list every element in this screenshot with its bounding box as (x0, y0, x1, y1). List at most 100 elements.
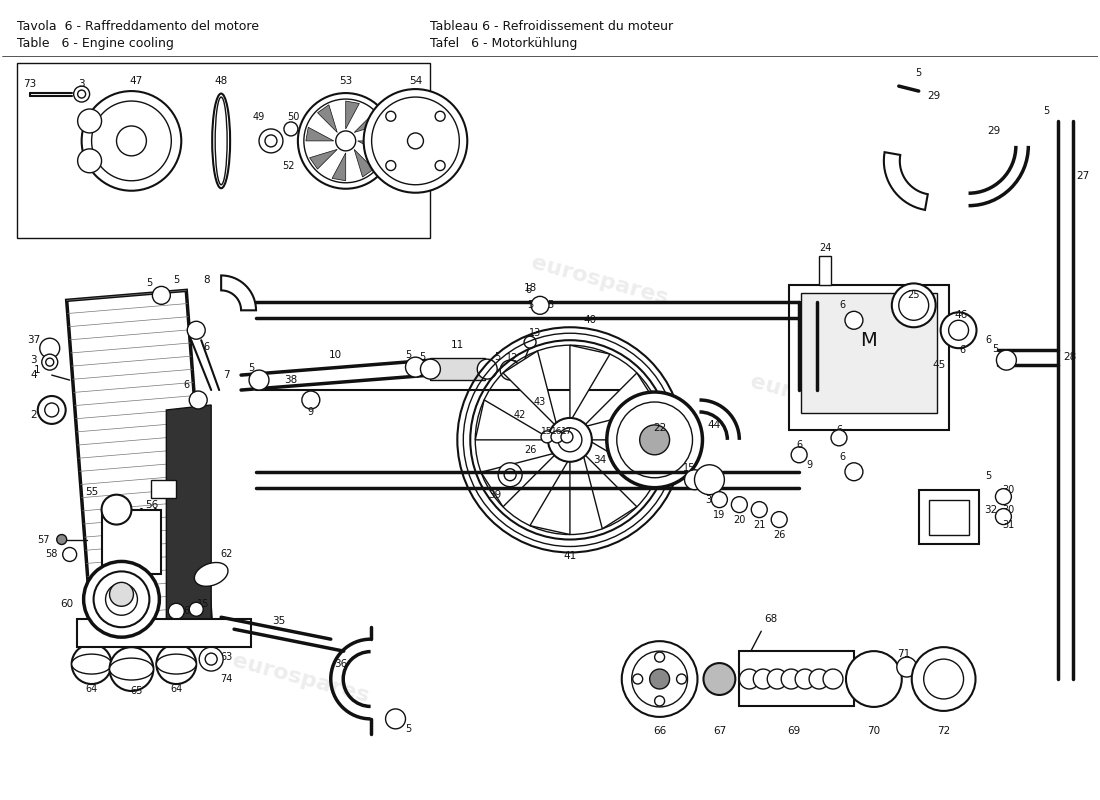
Polygon shape (309, 150, 338, 169)
Text: 6: 6 (836, 425, 843, 435)
Circle shape (364, 89, 468, 193)
Circle shape (249, 370, 270, 390)
Text: 72: 72 (937, 726, 950, 736)
Circle shape (845, 462, 862, 481)
Ellipse shape (110, 658, 153, 680)
Circle shape (531, 296, 549, 314)
Text: 5: 5 (248, 363, 254, 373)
Circle shape (101, 494, 132, 525)
Bar (739, 651, 854, 706)
Ellipse shape (195, 562, 228, 586)
Text: 6: 6 (796, 440, 802, 450)
Text: 66: 66 (653, 726, 667, 736)
Text: 5: 5 (986, 470, 991, 481)
Circle shape (704, 663, 736, 695)
Circle shape (45, 403, 58, 417)
Circle shape (846, 651, 902, 707)
Text: 26: 26 (524, 445, 537, 455)
Circle shape (771, 512, 788, 527)
Circle shape (810, 669, 829, 689)
Polygon shape (67, 290, 211, 630)
Polygon shape (166, 405, 211, 624)
Text: 64: 64 (86, 684, 98, 694)
Text: 56: 56 (145, 500, 158, 510)
Circle shape (739, 669, 759, 689)
Text: 2: 2 (31, 410, 37, 420)
Circle shape (830, 430, 847, 446)
Text: 20: 20 (734, 514, 746, 525)
Circle shape (504, 469, 516, 481)
Bar (801, 294, 937, 413)
Bar (16, 63, 430, 238)
Text: 37: 37 (28, 335, 41, 346)
Circle shape (301, 133, 317, 149)
Text: 26: 26 (773, 530, 785, 539)
Text: 5: 5 (419, 352, 426, 362)
Text: 16: 16 (551, 427, 563, 436)
Text: 17: 17 (561, 427, 573, 436)
Text: Tafel   6 - Motorkühlung: Tafel 6 - Motorkühlung (430, 37, 578, 50)
Circle shape (654, 652, 664, 662)
Circle shape (551, 431, 563, 443)
Text: 38: 38 (284, 375, 297, 385)
Circle shape (156, 644, 196, 684)
Circle shape (78, 109, 101, 133)
Circle shape (40, 338, 59, 358)
Ellipse shape (216, 97, 227, 185)
Text: 53: 53 (339, 76, 352, 86)
Text: 15: 15 (683, 462, 695, 473)
Text: eurospares: eurospares (230, 651, 372, 707)
Circle shape (436, 111, 446, 122)
Bar (789, 286, 948, 430)
Circle shape (189, 602, 204, 616)
Text: 40: 40 (583, 315, 596, 326)
Text: 71: 71 (898, 649, 911, 659)
Text: 5: 5 (173, 275, 179, 286)
Circle shape (996, 509, 1011, 525)
Circle shape (948, 320, 968, 340)
Text: 59: 59 (101, 590, 112, 599)
Polygon shape (530, 458, 570, 534)
Circle shape (650, 669, 670, 689)
Circle shape (912, 647, 976, 711)
Ellipse shape (156, 654, 196, 674)
Polygon shape (583, 373, 659, 427)
Circle shape (72, 644, 111, 684)
Circle shape (845, 311, 862, 330)
Polygon shape (221, 275, 256, 310)
Text: 34: 34 (593, 454, 606, 465)
Text: Table   6 - Engine cooling: Table 6 - Engine cooling (16, 37, 174, 50)
Text: 42: 42 (514, 410, 526, 420)
Text: 29: 29 (987, 126, 1000, 136)
Circle shape (420, 359, 440, 379)
Text: 61: 61 (183, 606, 196, 616)
Text: 11: 11 (451, 340, 464, 350)
Text: 68: 68 (764, 614, 778, 624)
Text: 39: 39 (488, 490, 502, 500)
Text: 69: 69 (788, 726, 801, 736)
Text: 6: 6 (839, 300, 845, 310)
Text: 15: 15 (541, 427, 553, 436)
Text: 24: 24 (818, 242, 832, 253)
Circle shape (301, 391, 320, 409)
Circle shape (561, 431, 573, 443)
Circle shape (187, 322, 206, 339)
Text: 46: 46 (954, 310, 967, 320)
Text: 31: 31 (1002, 519, 1014, 530)
Circle shape (524, 336, 536, 348)
Circle shape (754, 669, 773, 689)
Text: 5: 5 (992, 344, 999, 354)
Text: 36: 36 (334, 659, 348, 669)
Text: 52: 52 (283, 161, 295, 171)
Text: 13: 13 (529, 328, 541, 338)
Text: 6: 6 (959, 345, 966, 355)
Text: 51: 51 (307, 124, 319, 134)
Text: 70: 70 (867, 726, 880, 736)
Polygon shape (475, 400, 552, 440)
Polygon shape (77, 619, 251, 647)
Text: 57: 57 (37, 534, 50, 545)
Text: 25: 25 (908, 290, 920, 300)
Circle shape (712, 492, 727, 508)
Text: 10: 10 (329, 350, 342, 360)
Text: 32: 32 (983, 505, 997, 514)
